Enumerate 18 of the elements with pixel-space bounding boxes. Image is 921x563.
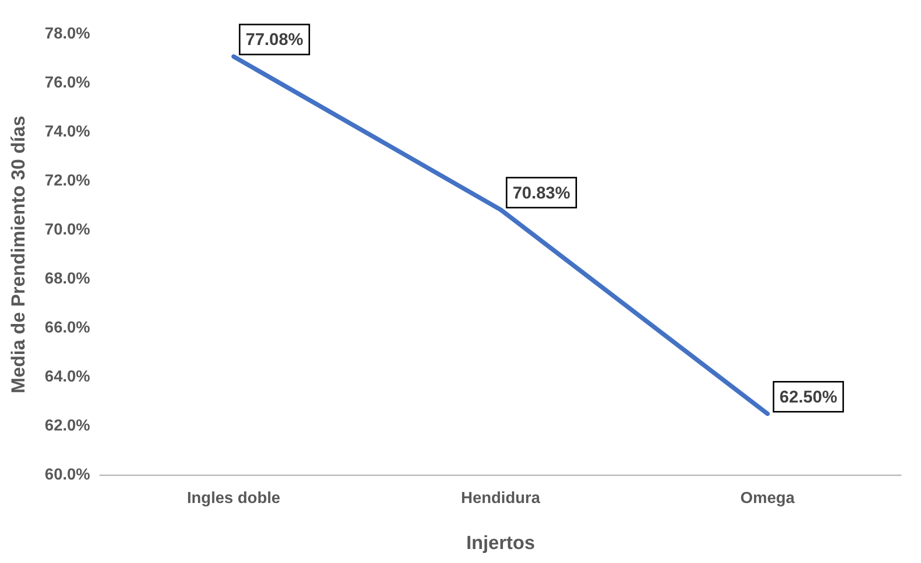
y-tick-label: 78.0% (44, 25, 90, 42)
y-tick-label: 72.0% (44, 172, 90, 190)
data-label: 77.08% (246, 30, 304, 50)
y-tick-label: 76.0% (44, 74, 90, 92)
y-tick-label: 64.0% (44, 368, 90, 386)
y-tick-label: 60.0% (44, 466, 90, 484)
y-tick-label: 68.0% (44, 270, 90, 288)
x-tick-label: Ingles doble (186, 490, 280, 508)
y-tick-label: 74.0% (44, 123, 90, 140)
x-tick-label: Hendidura (461, 490, 540, 508)
y-tick-label: 70.0% (44, 221, 90, 238)
y-axis-title: Media de Prendimiento 30 días (8, 116, 30, 394)
x-axis-title: Injertos (466, 532, 535, 554)
y-tick-label: 62.0% (44, 417, 90, 434)
data-label: 70.83% (512, 183, 570, 202)
data-label: 62.50% (780, 387, 838, 406)
x-tick-label: Omega (740, 490, 795, 508)
y-tick-label: 66.0% (44, 319, 90, 336)
